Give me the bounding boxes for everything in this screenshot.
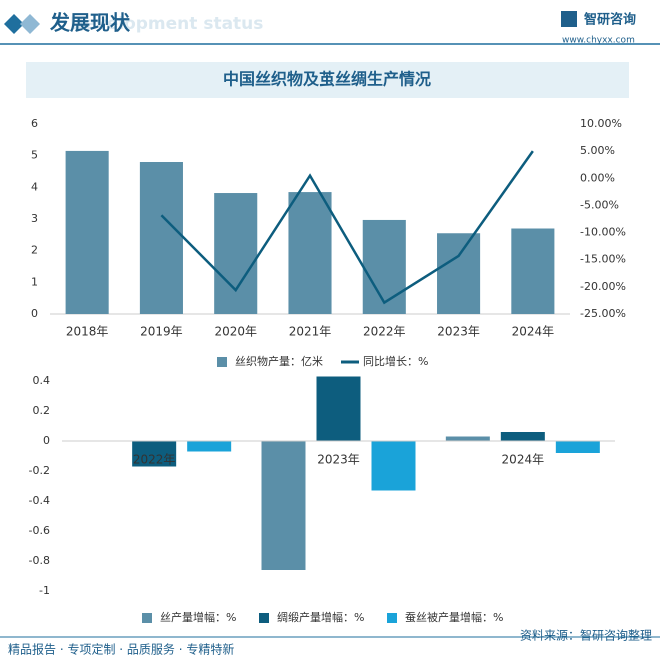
y-tick-label: 2 [31, 244, 38, 257]
bar [362, 219, 406, 314]
legend-swatch [387, 613, 397, 623]
x-tick-label: 2021年 [289, 325, 332, 339]
y2-tick-label: -10.00% [580, 226, 626, 239]
bar [214, 193, 258, 314]
y-tick-label: 4 [31, 180, 38, 193]
legend-swatch [217, 357, 227, 367]
bar [187, 441, 232, 452]
footer-left: 精品报告 · 专项定制 · 品质服务 · 专精特新 [8, 642, 234, 657]
legend-label: 蚕丝被产量增幅：% [405, 610, 503, 624]
bar [371, 441, 416, 491]
line [160, 150, 534, 305]
panel-title-bg [26, 62, 629, 98]
bar [139, 162, 183, 314]
y-tick-label: 0.4 [33, 374, 51, 387]
header-icon [20, 14, 40, 34]
legend-swatch [142, 613, 152, 623]
y-tick-label: -1 [39, 584, 50, 597]
x-tick-label: 2024年 [502, 453, 545, 467]
y2-tick-label: -5.00% [580, 198, 619, 211]
y2-tick-label: 10.00% [580, 117, 622, 130]
x-tick-label: 2022年 [363, 325, 406, 339]
y2-tick-label: 0.00% [580, 171, 615, 184]
y-tick-label: -0.2 [29, 464, 50, 477]
legend-label: 同比增长：% [363, 354, 428, 368]
footer-source: 资料来源：智研咨询整理 [520, 628, 652, 643]
y-tick-label: 0 [43, 434, 50, 447]
y-tick-label: 5 [31, 149, 38, 162]
y2-tick-label: -25.00% [580, 307, 626, 320]
x-tick-label: 2024年 [512, 325, 555, 339]
bar [437, 233, 481, 314]
x-tick-label: 2023年 [317, 453, 360, 467]
x-tick-label: 2022年 [133, 453, 176, 467]
bar [65, 150, 109, 314]
x-tick-label: 2019年 [140, 325, 183, 339]
x-tick-label: 2023年 [437, 325, 480, 339]
logo-icon [561, 11, 577, 27]
bar [500, 432, 545, 441]
x-tick-label: 2018年 [66, 325, 109, 339]
bar [288, 192, 332, 314]
bar [132, 441, 177, 467]
bar [555, 441, 600, 453]
header-title: 发展现状 [49, 11, 131, 35]
legend-swatch [259, 613, 269, 623]
legend-label: 绸缎产量增幅：% [277, 610, 364, 624]
y-tick-label: 1 [31, 275, 38, 288]
x-tick-label: 2020年 [214, 325, 257, 339]
header-icon [4, 14, 24, 34]
y-tick-label: -0.6 [29, 524, 50, 537]
y2-tick-label: 5.00% [580, 144, 615, 157]
y-tick-label: 6 [31, 117, 38, 130]
logo-name: 智研咨询 [584, 12, 636, 28]
legend-label: 丝产量增幅：% [160, 610, 236, 624]
y-tick-label: 0.2 [33, 404, 51, 417]
bar [511, 228, 555, 314]
legend-label: 丝织物产量：亿米 [235, 354, 323, 368]
y2-tick-label: -20.00% [580, 280, 626, 293]
header-subtitle: Development status [70, 14, 263, 34]
logo-url: www.chyxx.com [562, 36, 635, 46]
panel-title: 中国丝织物及茧丝绸生产情况 [223, 70, 431, 89]
y-tick-label: 3 [31, 212, 38, 225]
y-tick-label: 0 [31, 307, 38, 320]
bar [316, 376, 361, 441]
bar [261, 441, 306, 570]
y2-tick-label: -15.00% [580, 253, 626, 266]
y-tick-label: -0.4 [29, 494, 50, 507]
y-tick-label: -0.8 [29, 554, 50, 567]
bar [445, 436, 490, 441]
